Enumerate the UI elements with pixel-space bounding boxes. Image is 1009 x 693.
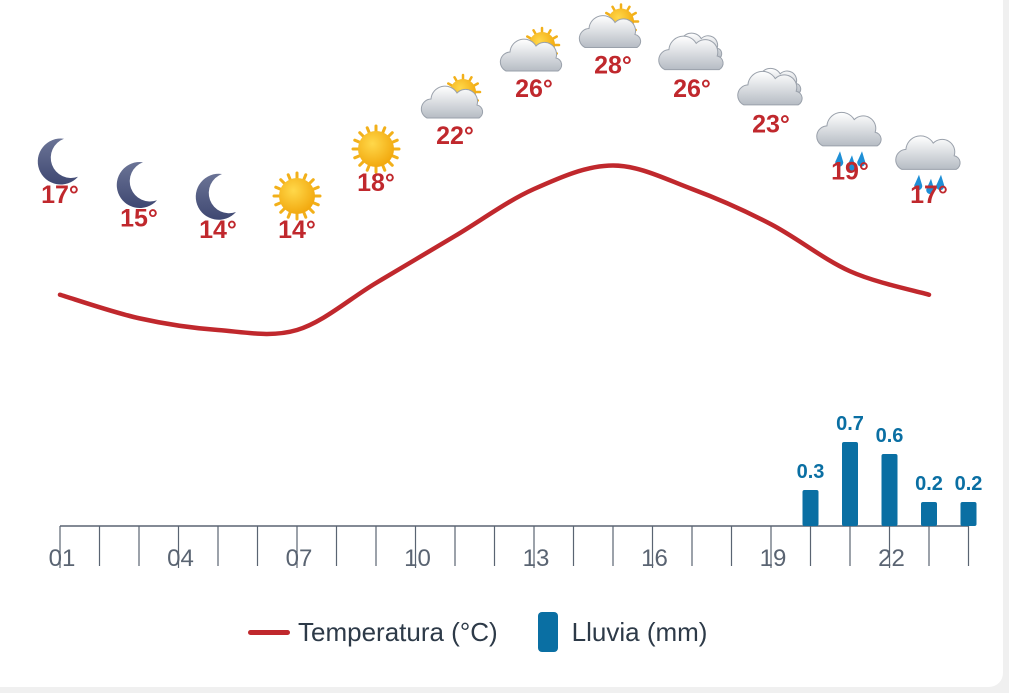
x-axis-tick-label: 22: [878, 545, 905, 572]
rain-bar: [881, 454, 898, 526]
rain-value-label: 0.3: [797, 461, 825, 483]
rain-cloud-icon: [816, 111, 882, 171]
rain-value-label: 0.6: [876, 425, 904, 447]
rain-cloud-icon: [895, 135, 961, 195]
rain-value-label: 0.7: [836, 413, 864, 435]
rain-bar: [842, 442, 858, 526]
x-axis-tick-label: 07: [286, 545, 313, 572]
temperature-label: 14°: [278, 216, 316, 244]
chart-legend: Temperatura (°C) Lluvia (mm): [248, 610, 707, 654]
x-axis-tick-label: 10: [404, 545, 431, 572]
x-axis-tick-label: 16: [641, 545, 668, 572]
cloud-icon: [737, 67, 803, 106]
legend-temperature-swatch: [248, 629, 290, 635]
legend-rain: Lluvia (mm): [498, 612, 708, 652]
moon-icon: [116, 162, 157, 209]
x-axis-tick-label: 04: [167, 545, 194, 572]
sun-icon: [272, 171, 322, 221]
temperature-label: 26°: [673, 75, 711, 103]
rain-bar: [960, 502, 977, 526]
x-axis-tick-label: 19: [760, 545, 787, 572]
cloud-icon: [658, 32, 724, 71]
temperature-label: 19°: [831, 157, 869, 185]
temperature-label: 15°: [120, 204, 158, 232]
legend-temperature: Temperatura (°C): [248, 617, 498, 648]
sun-cloud-icon: [420, 73, 484, 119]
temperature-label: 23°: [752, 110, 790, 138]
temperature-label: 18°: [357, 169, 395, 197]
moon-icon: [37, 138, 78, 185]
rain-value-label: 0.2: [915, 473, 943, 495]
temperature-label: 17°: [910, 181, 948, 209]
temperature-label: 26°: [515, 75, 553, 103]
legend-rain-swatch: [537, 612, 558, 652]
rain-bar: [921, 502, 937, 526]
sun-cloud-icon: [499, 26, 563, 72]
temperature-label: 28°: [594, 52, 632, 80]
temperature-label: 14°: [199, 216, 237, 244]
x-axis-tick-label: 01: [49, 545, 76, 572]
temperature-label: 22°: [436, 122, 474, 150]
legend-temperature-label: Temperatura (°C): [298, 616, 498, 647]
moon-icon: [195, 173, 236, 220]
temperature-label: 17°: [41, 181, 79, 209]
x-axis-tick-label: 13: [523, 545, 550, 572]
temperature-line: [57, 163, 932, 337]
legend-rain-label: Lluvia (mm): [571, 616, 708, 647]
rain-bar: [802, 490, 819, 526]
rain-value-label: 0.2: [955, 473, 983, 495]
sun-cloud-icon: [578, 3, 642, 48]
sun-icon: [351, 124, 401, 174]
